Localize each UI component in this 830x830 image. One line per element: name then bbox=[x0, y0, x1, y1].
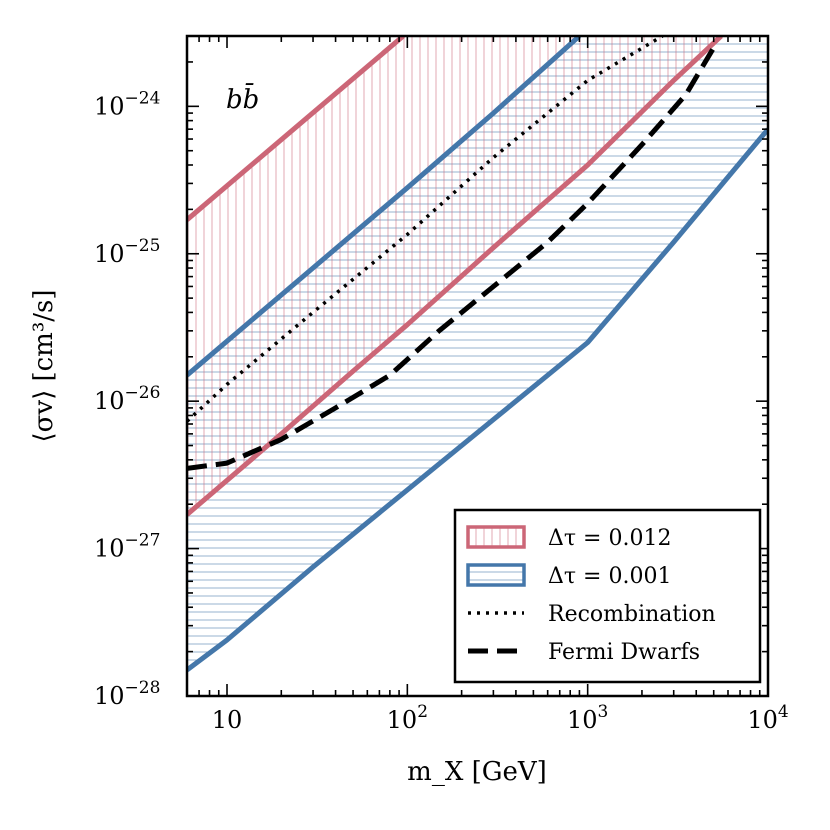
y-tick-label: 10−26 bbox=[94, 383, 160, 415]
series-line--0-012-lower bbox=[187, 36, 723, 517]
legend-swatch bbox=[466, 563, 526, 587]
y-tick-base: 10 bbox=[94, 92, 125, 120]
y-tick-exp: −27 bbox=[125, 531, 161, 551]
legend-label: Δτ = 0.012 bbox=[548, 526, 671, 551]
y-tick-base: 10 bbox=[94, 535, 125, 563]
series-line-fermi-dwarfs bbox=[187, 46, 716, 471]
x-tick-exp: 2 bbox=[417, 702, 428, 722]
x-tick-base: 10 bbox=[387, 706, 418, 734]
y-axis-label: ⟨σv⟩ [cm³/s] bbox=[29, 289, 59, 442]
x-tick-label: 103 bbox=[567, 702, 608, 734]
legend-entry: Fermi Dwarfs bbox=[468, 640, 700, 665]
x-axis-label: m_X [GeV] bbox=[407, 757, 547, 787]
x-tick-base: 10 bbox=[567, 706, 598, 734]
series-line--0-001-lower bbox=[187, 127, 768, 672]
series-lines bbox=[187, 36, 768, 672]
y-tick-label: 10−25 bbox=[94, 236, 160, 268]
plot-frame bbox=[185, 34, 770, 698]
x-tick-label: 10 bbox=[212, 706, 243, 734]
legend-entry: Recombination bbox=[468, 602, 716, 627]
y-tick-exp: −26 bbox=[125, 383, 161, 403]
y-tick-base: 10 bbox=[94, 387, 125, 415]
legend-entry: Δτ = 0.001 bbox=[466, 563, 671, 589]
y-tick-label: 10−24 bbox=[94, 88, 160, 120]
plot-area bbox=[187, 36, 768, 672]
legend-label: Fermi Dwarfs bbox=[548, 640, 700, 665]
region-tau-0-001 bbox=[187, 36, 768, 670]
legend: Δτ = 0.012 Δτ = 0.001 Recombination Fermi D… bbox=[453, 508, 762, 684]
x-tick-label: 102 bbox=[387, 702, 428, 734]
legend-swatch bbox=[466, 525, 526, 549]
y-tick-exp: −24 bbox=[125, 88, 161, 108]
y-tick-base: 10 bbox=[94, 682, 125, 710]
legend-entries: Δτ = 0.012 Δτ = 0.001 Recombination Fermi D… bbox=[466, 525, 716, 665]
x-tick-exp: 3 bbox=[598, 702, 609, 722]
series-line--0-012-upper bbox=[187, 36, 405, 222]
x-tick-label: 104 bbox=[747, 702, 788, 734]
y-tick-label: 10−28 bbox=[94, 678, 160, 710]
series-line--0-001-upper bbox=[187, 36, 582, 378]
y-tick-exp: −25 bbox=[125, 236, 161, 256]
y-tick-exp: −28 bbox=[125, 678, 161, 698]
y-tick-base: 10 bbox=[94, 240, 125, 268]
series-line-recombination bbox=[187, 36, 664, 423]
region-tau-0-012 bbox=[187, 36, 722, 515]
legend-label: Recombination bbox=[548, 602, 716, 627]
legend-entry: Δτ = 0.012 bbox=[466, 525, 671, 551]
x-tick-base: 10 bbox=[747, 706, 778, 734]
x-tick-labels: 10 102 103 104 bbox=[212, 702, 789, 734]
annotation-bbar-bar: b̄ bbox=[243, 82, 260, 115]
x-tick-exp: 4 bbox=[778, 702, 789, 722]
y-tick-label: 10−27 bbox=[94, 531, 160, 563]
annotation-bbbar: bb̄ bbox=[226, 82, 259, 115]
legend-label: Δτ = 0.001 bbox=[548, 564, 671, 589]
x-tick-base: 10 bbox=[212, 706, 243, 734]
